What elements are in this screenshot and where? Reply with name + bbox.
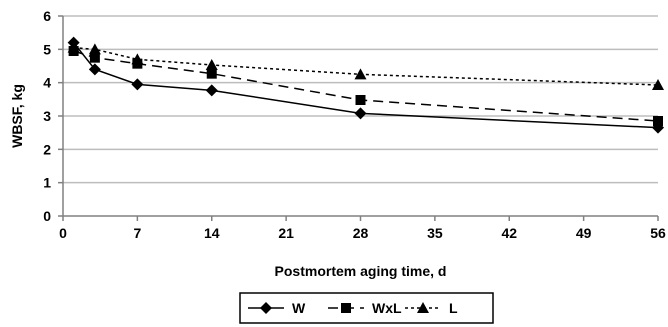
- series-l: [67, 41, 664, 90]
- series-w: [67, 36, 664, 134]
- legend-item-wxl: WxL: [328, 300, 402, 316]
- series-line: [73, 46, 659, 86]
- x-tick-label: 49: [576, 225, 592, 241]
- data-point: [354, 107, 367, 120]
- legend-item-w: W: [248, 300, 306, 316]
- x-tick-label: 28: [353, 225, 369, 241]
- data-point: [354, 68, 367, 80]
- legend-item-l: L: [405, 300, 458, 316]
- legend-marker: [260, 302, 272, 314]
- legend-label: WxL: [372, 300, 402, 316]
- data-point: [131, 53, 144, 65]
- y-tick-label: 0: [43, 208, 51, 224]
- x-tick-label: 42: [501, 225, 517, 241]
- legend-marker: [417, 302, 429, 313]
- y-tick-label: 2: [43, 141, 51, 157]
- data-point: [131, 78, 144, 91]
- y-tick-label: 4: [43, 75, 51, 91]
- legend-label: W: [292, 300, 306, 316]
- series-line: [73, 42, 659, 129]
- data-point: [355, 95, 366, 105]
- data-point: [89, 52, 100, 63]
- y-axis-title: WBSF, kg: [9, 84, 25, 148]
- x-axis-title: Postmortem aging time, d: [275, 263, 447, 279]
- y-tick-label: 1: [43, 175, 51, 191]
- y-tick-label: 6: [43, 8, 51, 24]
- series: [67, 36, 664, 134]
- y-tick-label: 3: [43, 108, 51, 124]
- legend-label: L: [449, 300, 458, 316]
- y-tick-label: 5: [43, 41, 51, 57]
- data-point: [206, 68, 217, 79]
- data-point: [652, 79, 664, 90]
- data-point: [653, 116, 663, 126]
- legend: W WxL L: [239, 292, 494, 324]
- x-tick-label: 0: [59, 225, 67, 241]
- data-point: [88, 43, 101, 55]
- data-point: [88, 63, 101, 76]
- x-tick-label: 35: [427, 225, 443, 241]
- x-tick-label: 21: [278, 225, 294, 241]
- data-point: [205, 84, 218, 97]
- x-tick-label: 7: [133, 225, 141, 241]
- data-point: [205, 59, 218, 70]
- data-point: [67, 41, 80, 53]
- legend-marker: [341, 303, 351, 313]
- x-tick-label: 56: [650, 225, 666, 241]
- x-tick-label: 14: [204, 225, 220, 241]
